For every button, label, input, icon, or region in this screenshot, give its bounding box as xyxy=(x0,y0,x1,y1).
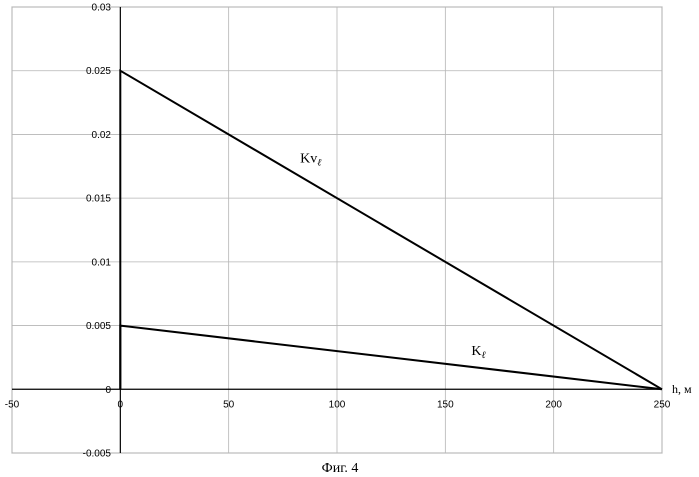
x-tick-label: 100 xyxy=(329,399,346,410)
y-tick-label: 0.02 xyxy=(92,130,112,141)
x-tick-label: 0 xyxy=(118,399,124,410)
figure-caption: Фиг. 4 xyxy=(322,461,359,476)
x-tick-label: 200 xyxy=(545,399,562,410)
series xyxy=(120,71,662,390)
y-tick-label: 0.01 xyxy=(92,257,112,268)
x-tick-label: -50 xyxy=(5,399,20,410)
y-tick-label: 0.005 xyxy=(86,321,111,332)
x-tick-label: 250 xyxy=(654,399,671,410)
series-label-kv: Kvℓ xyxy=(300,151,321,168)
y-tick-label: 0.025 xyxy=(86,66,111,77)
y-tick-label: 0.015 xyxy=(86,194,111,205)
series-line-k xyxy=(120,326,662,390)
y-tick-label: 0 xyxy=(105,385,111,396)
y-tick-labels: -0.005 0 0.005 0.01 0.015 0.02 0.025 0.03 xyxy=(83,3,112,460)
x-tick-labels: -50 0 50 100 150 200 250 xyxy=(5,399,671,410)
series-labels: Kvℓ Kℓ xyxy=(300,151,485,360)
series-label-k: Kℓ xyxy=(471,344,485,361)
x-tick-label: 150 xyxy=(437,399,454,410)
x-axis-label: h, м xyxy=(672,382,692,396)
series-line-kv xyxy=(120,71,662,390)
x-tick-label: 50 xyxy=(223,399,235,410)
y-tick-label: 0.03 xyxy=(92,3,112,14)
y-tick-label: -0.005 xyxy=(83,449,112,460)
